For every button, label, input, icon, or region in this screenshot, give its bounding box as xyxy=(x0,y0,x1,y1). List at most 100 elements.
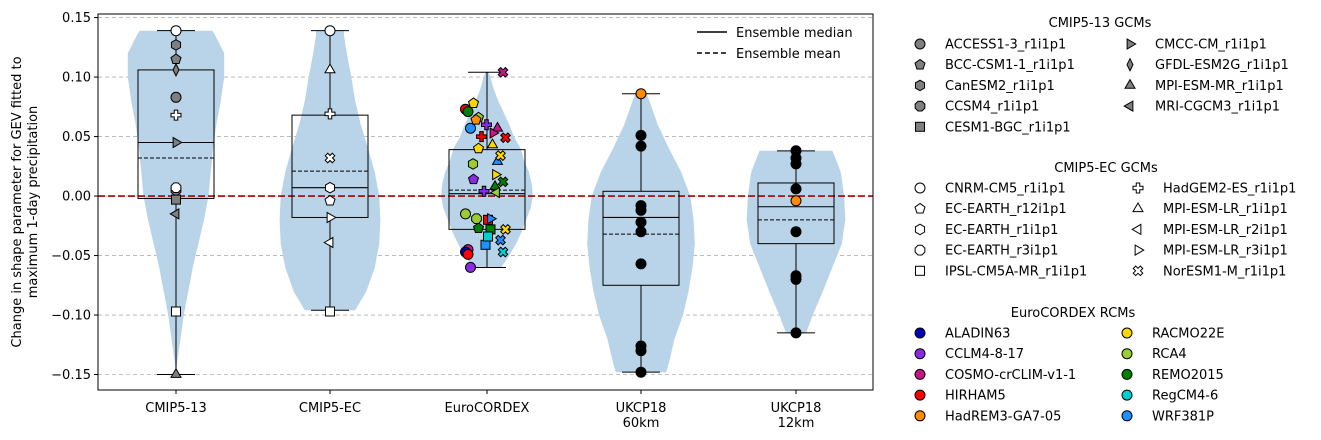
point-eurocordex xyxy=(470,114,482,125)
point-eurocordex-shape xyxy=(500,223,511,235)
point-eurocordex-shape xyxy=(481,119,492,131)
legend-item-label: MPI-ESM-MR_r1i1p1 xyxy=(1155,79,1284,94)
legend-marker xyxy=(1124,78,1136,89)
legend-item-label: CCLM4-8-17 xyxy=(945,347,1024,362)
point-eurocordex xyxy=(467,173,480,185)
point-eurocordex xyxy=(489,186,500,199)
point-eurocordex-shape xyxy=(495,150,506,162)
point-eurocordex xyxy=(476,131,487,143)
y-axis: 0.15 0.10 0.05 0.00 −0.05 −0.10 −0.15 xyxy=(51,11,98,383)
x-tick-label: CMIP5-EC xyxy=(299,401,361,416)
point-cmip5-13-shape xyxy=(170,39,182,51)
point-eurocordex xyxy=(486,138,499,149)
point-ukcp18-60km xyxy=(635,204,647,216)
point-cmip5-13-shape xyxy=(172,62,180,78)
point-cmip5-13 xyxy=(172,62,180,78)
point-ukcp18-60km xyxy=(635,258,647,270)
point-cmip5-ec xyxy=(326,211,337,224)
legend-marker-shape xyxy=(914,182,926,194)
point-cmip5-13-shape xyxy=(172,136,183,149)
legend-item-label: RegCM4-6 xyxy=(1152,389,1218,404)
point-ukcp18-60km-shape xyxy=(635,129,647,141)
legend-marker xyxy=(914,223,926,236)
legend-marker-shape xyxy=(1132,265,1144,277)
point-cmip5-13 xyxy=(172,136,183,149)
point-eurocordex-shape xyxy=(500,132,511,144)
point-eurocordex xyxy=(489,127,500,139)
point-cmip5-ec xyxy=(324,108,336,120)
point-eurocordex xyxy=(465,122,476,134)
point-ukcp18-60km-shape xyxy=(635,140,647,152)
point-eurocordex-shape xyxy=(462,106,474,118)
legend-marker xyxy=(914,182,926,194)
legend-marker-shape xyxy=(1121,327,1133,339)
point-cmip5-13 xyxy=(170,367,182,378)
legend-marker-shape xyxy=(1126,38,1137,50)
point-eurocordex-shape xyxy=(489,186,500,199)
legend-marker xyxy=(914,38,926,50)
point-eurocordex xyxy=(500,132,511,144)
point-eurocordex-shape xyxy=(472,142,485,154)
legend-item-label: ALADIN63 xyxy=(945,327,1010,342)
point-eurocordex xyxy=(480,239,491,250)
point-cmip5-ec-shape xyxy=(324,152,336,164)
legend-marker-shape xyxy=(1134,244,1145,256)
violin-1 xyxy=(279,30,381,311)
legend-marker-shape xyxy=(914,100,926,112)
legend-marker-shape xyxy=(1132,182,1144,194)
legend-marker xyxy=(914,58,926,70)
legend-item-label: GFDL-ESM2G_r1i1p1 xyxy=(1155,58,1289,73)
point-ukcp18-60km xyxy=(635,129,647,141)
legend-item-label: HadGEM2-ES_r1i1p1 xyxy=(1163,182,1296,197)
point-eurocordex-shape xyxy=(465,261,476,273)
point-eurocordex-shape xyxy=(489,179,501,190)
point-eurocordex xyxy=(465,261,476,273)
point-eurocordex xyxy=(489,179,501,190)
y-tick-label: −0.10 xyxy=(51,309,91,324)
point-ukcp18-60km-shape xyxy=(635,366,647,378)
point-eurocordex xyxy=(483,231,493,242)
legend-marker xyxy=(1121,410,1133,422)
point-cmip5-13-shape xyxy=(171,194,181,205)
point-cmip5-ec xyxy=(324,181,336,194)
x-tick-label: UKCP18 xyxy=(616,401,667,416)
legend-title-rcms: EuroCORDEX RCMs xyxy=(1011,306,1136,321)
legend-title-cmip5-13: CMIP5-13 GCMs xyxy=(1049,16,1152,31)
point-eurocordex xyxy=(467,97,480,108)
point-cmip5-13-shape xyxy=(171,306,181,317)
point-cmip5-ec-shape xyxy=(324,108,336,120)
plot-frame xyxy=(97,13,874,391)
legend-marker xyxy=(1121,327,1133,339)
legend-item-label: CanESM2_r1i1p1 xyxy=(945,79,1055,94)
legend-marker xyxy=(915,265,925,276)
legend-item-label: MRI-CGCM3_r1i1p1 xyxy=(1155,100,1280,115)
y-axis-label-line1: Change in shape parameter for GEV fitted… xyxy=(10,56,25,347)
point-eurocordex-shape xyxy=(472,222,485,233)
point-cmip5-ec-shape xyxy=(325,306,335,317)
point-eurocordex-shape xyxy=(460,208,471,220)
legend-item-label: COSMO-crCLIM-v1-1 xyxy=(945,368,1076,383)
legend-item-label: RACMO22E xyxy=(1152,327,1224,342)
legend-marker-shape xyxy=(1121,410,1133,422)
legend-marker xyxy=(1123,100,1134,112)
point-ukcp18-12km-shape xyxy=(790,327,802,339)
point-eurocordex-shape xyxy=(465,122,476,134)
legend-item-label: CESM1-BGC_r1i1p1 xyxy=(945,120,1071,135)
point-cmip5-ec xyxy=(324,152,336,164)
legend-marker-shape xyxy=(1123,100,1134,112)
point-eurocordex xyxy=(481,119,492,131)
point-cmip5-13-shape xyxy=(170,25,182,37)
point-cmip5-ec-shape xyxy=(324,194,336,206)
point-ukcp18-60km-shape xyxy=(635,226,647,238)
legend-marker-shape xyxy=(1121,389,1133,401)
point-cmip5-13-shape xyxy=(170,182,182,194)
point-ukcp18-60km-shape xyxy=(635,345,647,357)
y-tick-label: 0.05 xyxy=(62,130,91,145)
point-cmip5-ec xyxy=(323,236,334,249)
point-cmip5-13 xyxy=(170,91,182,103)
legend-item-label: MPI-ESM-LR_r1i1p1 xyxy=(1163,202,1288,217)
point-ukcp18-12km-highlight-shape xyxy=(790,195,802,207)
point-cmip5-ec-shape xyxy=(324,63,336,74)
point-eurocordex xyxy=(497,66,509,78)
